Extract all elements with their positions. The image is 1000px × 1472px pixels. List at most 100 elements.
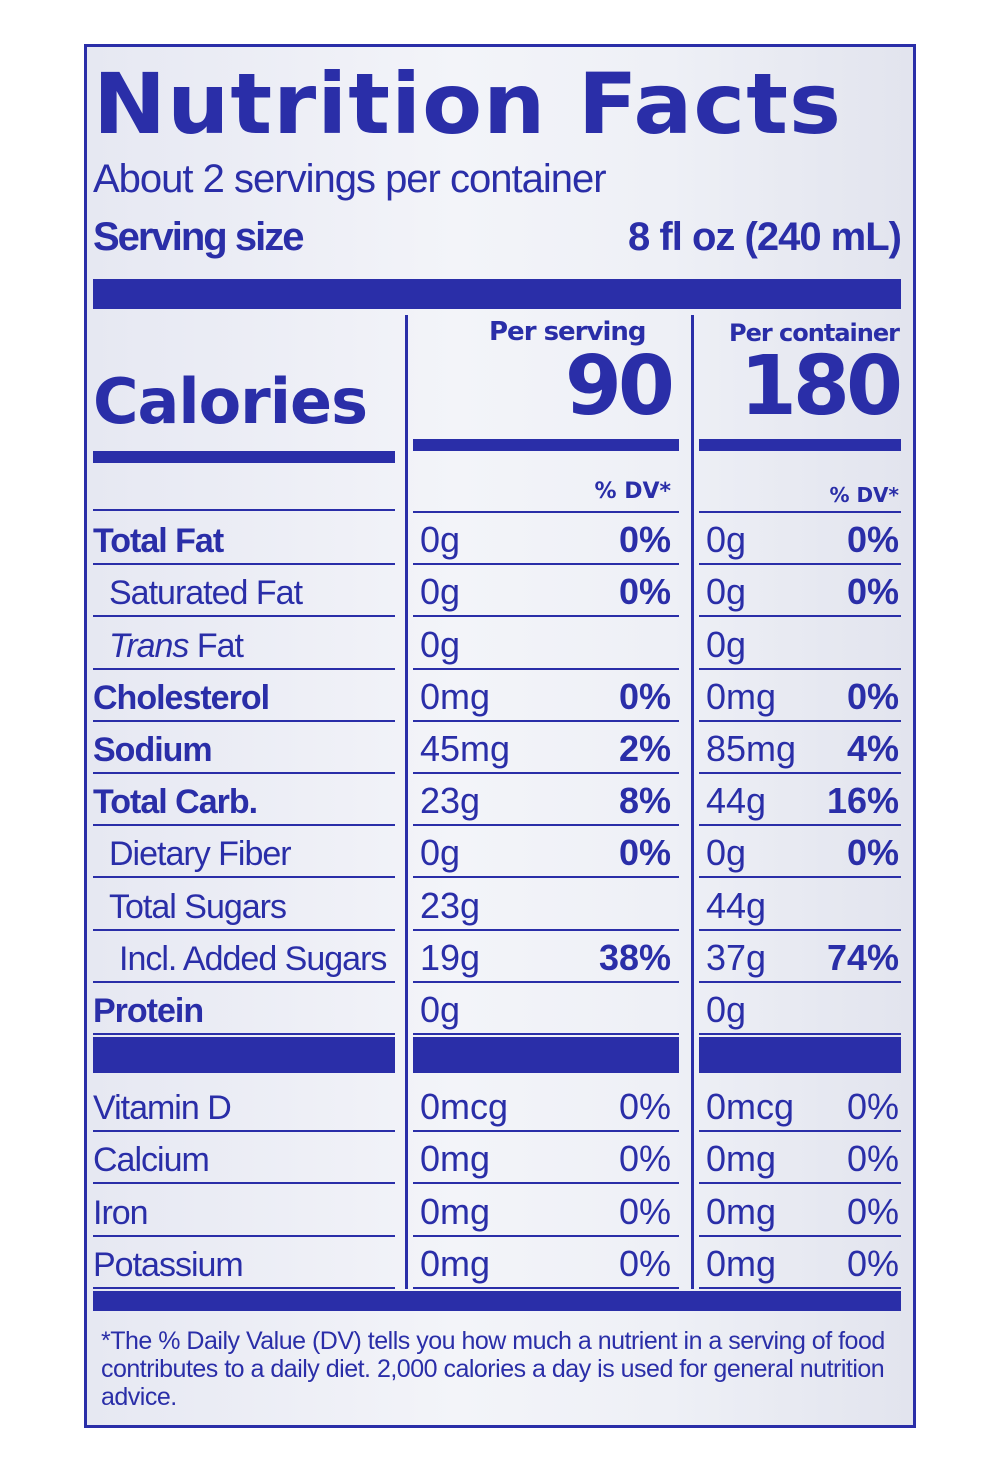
- amount-per-container: 0g: [706, 988, 747, 1030]
- row-rule: [699, 928, 901, 931]
- row-rule: [93, 1129, 395, 1132]
- row-row: Dietary Fiber 0g 0% 0g 0%: [87, 826, 913, 879]
- row-rule: [93, 1287, 395, 1289]
- column-divider-1: [405, 315, 408, 1289]
- amount-per-container: 0g: [706, 519, 747, 561]
- row-rule: [413, 1182, 679, 1184]
- calories-bar-3: [699, 439, 901, 451]
- daily-value-footnote: *The % Daily Value (DV) tells you how mu…: [101, 1327, 885, 1411]
- amount-per-container: 0mg: [706, 1190, 777, 1232]
- dv-per-container: 74%: [826, 936, 899, 978]
- nutrient-name: Total Sugars: [109, 887, 287, 926]
- calories-bar-2: [413, 439, 679, 451]
- row-rule: [93, 719, 395, 722]
- amount-per-serving: 0mg: [420, 1190, 491, 1232]
- amount-per-serving: 0mg: [420, 675, 491, 717]
- per-serving-header: Per serving: [489, 317, 646, 347]
- label-title: Nutrition Facts: [93, 55, 843, 153]
- row-rule: [699, 1234, 901, 1237]
- amount-per-container: 0mg: [706, 675, 777, 717]
- row-rule: [93, 1234, 395, 1237]
- amount-per-container: 44g: [706, 780, 767, 822]
- nutrient-name-italic: Trans: [109, 626, 189, 665]
- vitamin-row: Vitamin D 0mcg 0% 0mcg 0%: [87, 1079, 913, 1132]
- dv-per-container: 0%: [846, 675, 899, 717]
- nutrient-name: Vitamin D: [93, 1088, 232, 1127]
- nutrient-name: Saturated Fat: [109, 574, 303, 613]
- row-rule: [93, 1182, 395, 1184]
- dv-header-serving: % DV*: [594, 479, 672, 504]
- amount-per-container: 0g: [706, 832, 747, 874]
- dv-per-serving: 0%: [618, 571, 671, 613]
- dv-per-serving: 8%: [618, 780, 671, 822]
- row-rule: [413, 1129, 679, 1132]
- row-row: Incl. Added Sugars 19g 38% 37g 74%: [87, 931, 913, 983]
- amount-per-serving: 0g: [420, 988, 461, 1030]
- vitamin-row: Iron 0mg 0% 0mg 0%: [87, 1184, 913, 1237]
- row-rule: [699, 824, 901, 827]
- amount-per-serving: 45mg: [420, 727, 511, 769]
- row-rule: [699, 980, 901, 983]
- row-rule: [413, 667, 679, 670]
- row-row: Protein 0g 0g: [87, 983, 913, 1035]
- nutrition-label: Nutrition Facts About 2 servings per con…: [84, 44, 916, 1428]
- dv-per-serving: 38%: [598, 936, 671, 978]
- row-rule: [699, 719, 901, 722]
- row-rule: [413, 876, 679, 879]
- amount-per-container: 44g: [706, 884, 767, 926]
- dv-per-container: 0%: [846, 1138, 899, 1179]
- amount-per-container: 0g: [706, 571, 747, 613]
- row-row: Sodium 45mg 2% 85mg 4%: [87, 722, 913, 774]
- thick-divider-top: [93, 279, 901, 309]
- row-rule: [413, 1287, 679, 1289]
- per-container-header: Per container: [729, 319, 900, 347]
- amount-per-serving: 19g: [420, 936, 481, 978]
- dv-per-container: 0%: [846, 1085, 899, 1127]
- row-rule: [93, 771, 395, 774]
- nutrient-name: Calcium: [93, 1141, 210, 1179]
- amount-per-serving: 0g: [420, 519, 461, 561]
- vitamin-row: Potassium 0mg 0% 0mg 0%: [87, 1237, 913, 1289]
- column-divider-2: [691, 315, 694, 1289]
- amount-per-serving: 23g: [420, 884, 481, 926]
- row-rule: [699, 1182, 901, 1184]
- servings-per-container: About 2 servings per container: [93, 157, 607, 201]
- row-rule: [93, 824, 395, 827]
- rule: [699, 511, 901, 513]
- amount-per-container: 85mg: [706, 727, 797, 769]
- dv-per-container: 0%: [846, 1243, 899, 1284]
- row-rule: [699, 1129, 901, 1132]
- amount-per-container: 0mg: [706, 1138, 777, 1179]
- nutrient-name: Total Fat: [93, 522, 224, 561]
- row-row: Cholesterol 0mg 0% 0mg 0%: [87, 670, 913, 722]
- row-rule: [413, 771, 679, 774]
- amount-per-serving: 0mg: [420, 1243, 491, 1284]
- dv-per-serving: 0%: [618, 519, 671, 561]
- row-rule: [93, 615, 395, 618]
- serving-size-value: 8 fl oz (240 mL): [628, 215, 902, 259]
- rule: [413, 511, 679, 513]
- rule: [93, 509, 395, 511]
- thick-divider-mid-1: [93, 1037, 395, 1073]
- dv-per-serving: 0%: [618, 1138, 671, 1179]
- amount-per-container: 37g: [706, 936, 767, 978]
- dv-per-container: 0%: [846, 519, 899, 561]
- calories-per-serving: 90: [564, 339, 675, 434]
- amount-per-serving: 0g: [420, 832, 461, 874]
- amount-per-serving: 0mg: [420, 1138, 491, 1179]
- amount-per-serving: 23g: [420, 780, 481, 822]
- amount-per-container: 0g: [706, 623, 747, 665]
- dv-per-container: 16%: [826, 780, 899, 822]
- dv-per-serving: 2%: [618, 727, 671, 769]
- row-rule: [699, 1032, 901, 1035]
- nutrient-name: Iron: [93, 1193, 149, 1232]
- row-rule: [699, 563, 901, 566]
- dv-per-serving: 0%: [618, 1243, 671, 1284]
- row-row: Saturated Fat 0g 0% 0g 0%: [87, 565, 913, 618]
- nutrient-name: Sodium: [93, 730, 213, 769]
- dv-header-container: % DV*: [829, 483, 899, 507]
- thick-divider-mid-2: [413, 1037, 679, 1073]
- row-rule: [413, 1234, 679, 1237]
- row-row: Total Carb. 23g 8% 44g 16%: [87, 774, 913, 827]
- dv-per-serving: 0%: [618, 1190, 671, 1232]
